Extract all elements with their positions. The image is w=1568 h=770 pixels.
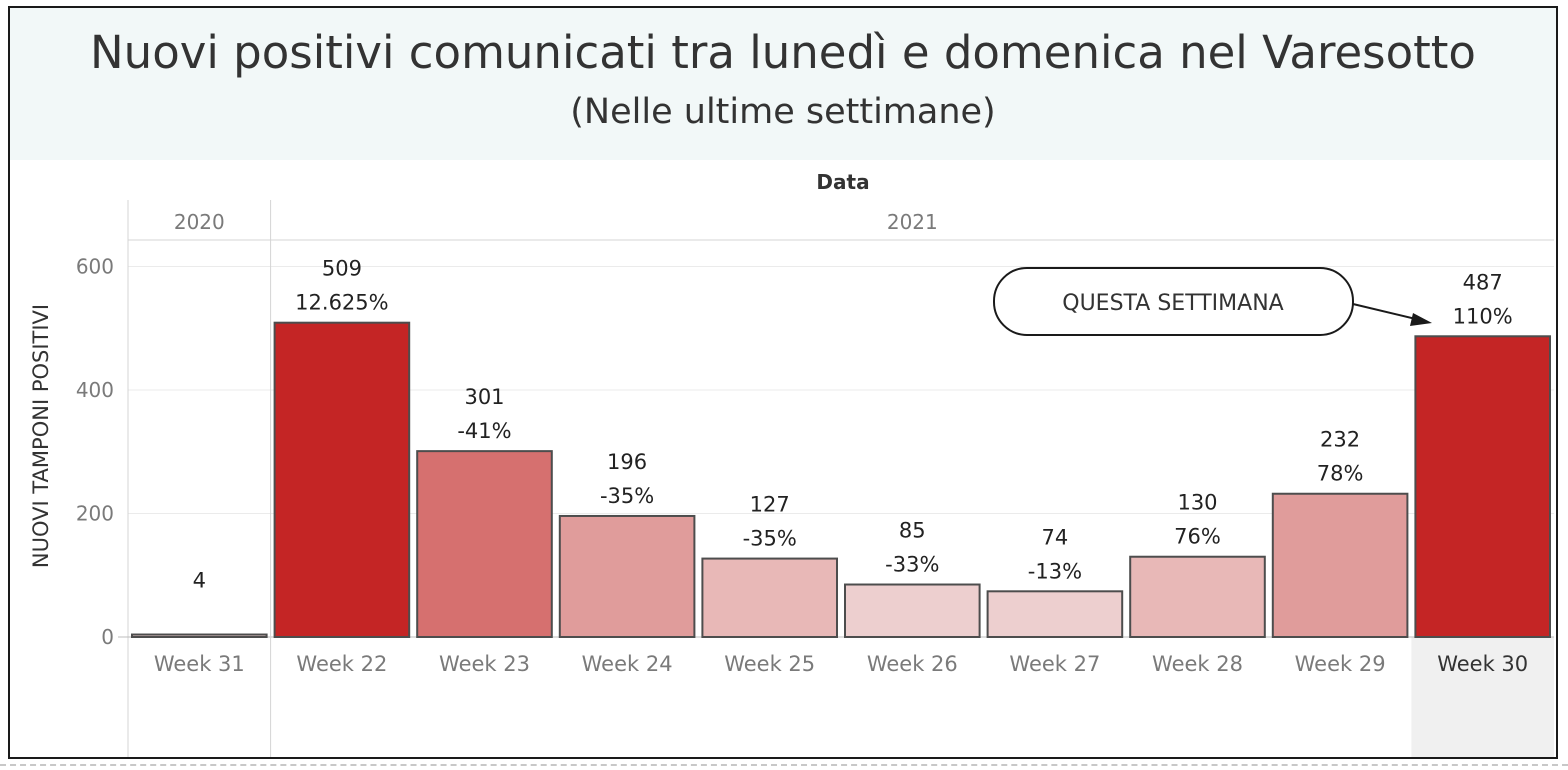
- y-tick-label: 200: [76, 502, 114, 526]
- bar-week-23: [416, 450, 553, 638]
- year-group-labels: 2020 2021: [174, 200, 938, 757]
- annotation-arrow-line: [1352, 303, 1421, 321]
- x-tick-label: Week 26: [867, 652, 958, 676]
- value-label: 232: [1320, 428, 1360, 452]
- x-tick-labels: Week 31 Week 22 Week 23 Week 24 Week 25 Week …: [154, 652, 1528, 676]
- bar-week-30: [1414, 335, 1552, 638]
- bottom-dashed-divider: [0, 764, 1568, 766]
- bar-week-25: [701, 557, 839, 639]
- chart-title: Nuovi positivi comunicati tra lunedì e d…: [90, 26, 1476, 79]
- chart-subtitle: (Nelle ultime settimane): [570, 92, 996, 132]
- highlight-column: [1411, 637, 1554, 757]
- data-labels: 4 509 12.625% 301 -41% 196 -35% 127 -35% 85 -33% 74…: [193, 257, 1513, 593]
- value-label: 85: [899, 519, 926, 543]
- annotation-callout: QUESTA SETTIMANA: [993, 267, 1432, 336]
- x-tick-label: Week 22: [296, 652, 387, 676]
- pct-label: 110%: [1453, 304, 1513, 328]
- bar-week-28: [1129, 555, 1266, 638]
- annotation-bubble: [993, 267, 1354, 336]
- value-label: 127: [750, 493, 790, 517]
- x-tick-label: Week 30: [1437, 652, 1528, 676]
- y-tick-label: 400: [76, 378, 114, 402]
- pct-label: -41%: [457, 419, 511, 443]
- bar-week-27: [986, 590, 1124, 638]
- x-tick-label: Week 27: [1009, 652, 1100, 676]
- y-tick-labels: 0 200 400 600: [76, 255, 114, 650]
- annotation-arrow-head: [1410, 313, 1432, 326]
- value-label: 74: [1042, 525, 1069, 549]
- year-label-2021: 2021: [887, 210, 938, 234]
- pct-label: 76%: [1174, 525, 1221, 549]
- y-axis-label: NUOVI TAMPONI POSITIVI: [29, 304, 53, 568]
- column-header: Data: [816, 170, 869, 194]
- bars: [131, 321, 1552, 639]
- annotation-text: QUESTA SETTIMANA: [1062, 291, 1283, 316]
- x-tick-label: Week 23: [439, 652, 530, 676]
- value-label: 4: [193, 569, 206, 593]
- pct-label: -35%: [743, 527, 797, 551]
- pct-label: -33%: [885, 553, 939, 577]
- pct-label: -13%: [1028, 559, 1082, 583]
- pct-label: 12.625%: [295, 291, 388, 315]
- x-tick-label: Week 28: [1152, 652, 1243, 676]
- value-label: 130: [1177, 491, 1217, 515]
- bar-week-26: [844, 583, 981, 639]
- x-tick-label: Week 29: [1295, 652, 1386, 676]
- x-tick-label: Week 25: [724, 652, 815, 676]
- x-tick-label: Week 24: [582, 652, 673, 676]
- bar-week-29: [1271, 492, 1409, 638]
- x-tick-label: Week 31: [154, 652, 245, 676]
- year-label-2020: 2020: [174, 210, 225, 234]
- pct-label: -35%: [600, 484, 654, 508]
- value-label: 509: [322, 257, 362, 281]
- value-label: 487: [1463, 270, 1503, 294]
- bar-week-24: [558, 514, 696, 638]
- bar-week-22: [273, 321, 411, 638]
- value-label: 301: [464, 385, 504, 409]
- pct-label: 78%: [1317, 462, 1364, 486]
- title-panel: Nuovi positivi comunicati tra lunedì e d…: [10, 8, 1556, 160]
- y-tick-label: 600: [76, 255, 114, 279]
- value-label: 196: [607, 450, 647, 474]
- bar-week-31: [131, 633, 268, 639]
- y-tick-label: 0: [101, 625, 114, 649]
